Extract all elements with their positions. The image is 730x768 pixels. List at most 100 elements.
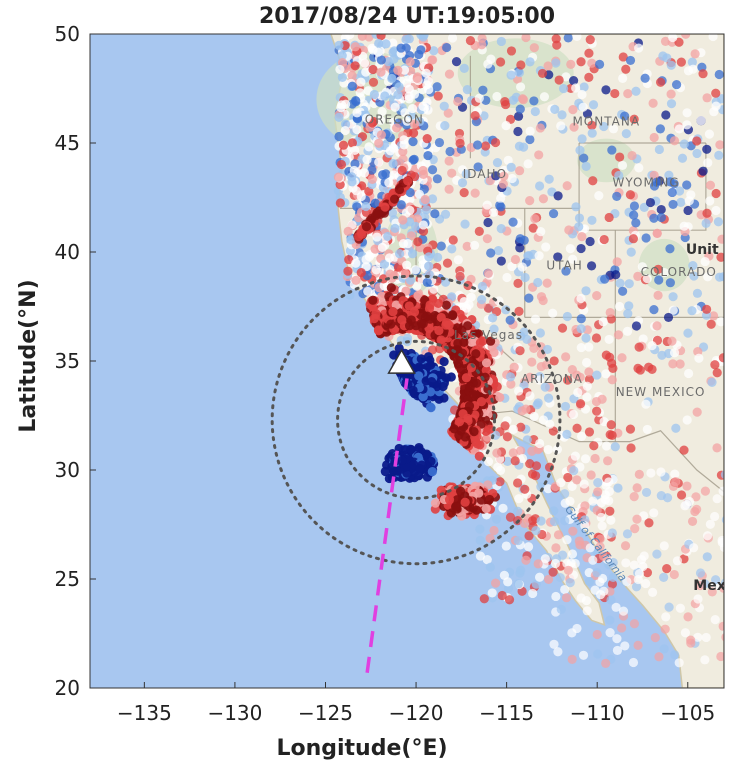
data-point xyxy=(504,595,515,605)
data-point xyxy=(572,423,582,433)
data-point xyxy=(696,115,706,126)
data-point xyxy=(502,272,512,283)
data-point xyxy=(340,125,350,136)
data-point xyxy=(374,326,384,336)
data-point xyxy=(591,396,602,407)
data-point xyxy=(629,560,639,570)
data-point xyxy=(718,486,724,496)
data-point xyxy=(539,92,550,102)
data-point xyxy=(453,96,463,107)
data-point xyxy=(629,210,639,220)
data-point xyxy=(624,301,634,311)
data-point xyxy=(383,231,393,242)
data-point xyxy=(611,270,621,280)
data-point xyxy=(572,475,582,485)
data-point xyxy=(516,422,526,432)
data-point xyxy=(592,291,602,301)
data-point xyxy=(356,227,366,238)
data-point xyxy=(472,140,483,150)
data-point xyxy=(536,361,546,372)
data-point xyxy=(508,448,518,458)
data-point xyxy=(652,549,662,559)
data-point xyxy=(649,132,659,143)
data-point xyxy=(368,77,379,87)
data-point xyxy=(538,415,549,425)
data-point xyxy=(368,295,378,305)
data-point xyxy=(541,242,551,252)
data-point xyxy=(627,150,637,161)
data-point xyxy=(347,70,357,81)
data-point xyxy=(455,138,465,148)
data-point xyxy=(489,207,499,217)
data-point xyxy=(656,212,666,223)
data-point xyxy=(515,346,525,356)
data-point xyxy=(612,257,622,267)
data-point xyxy=(701,218,711,229)
data-point xyxy=(579,153,589,163)
data-point xyxy=(620,541,631,551)
data-point xyxy=(613,330,624,340)
data-point xyxy=(405,57,415,67)
data-point xyxy=(408,385,418,395)
data-point xyxy=(646,468,656,478)
data-point xyxy=(597,573,608,584)
data-point xyxy=(712,443,722,453)
data-point xyxy=(668,305,678,315)
data-point xyxy=(600,274,610,284)
data-point xyxy=(605,307,615,318)
data-point xyxy=(560,401,571,412)
data-point xyxy=(556,121,566,131)
data-point xyxy=(712,368,722,378)
data-point xyxy=(518,142,529,152)
y-tick-label: 25 xyxy=(55,567,80,591)
data-point xyxy=(603,456,613,466)
data-point xyxy=(569,466,579,476)
x-tick-label: −120 xyxy=(389,701,444,725)
data-point xyxy=(489,347,499,358)
data-point xyxy=(594,191,604,201)
data-point xyxy=(372,209,383,219)
map-label: Las Vegas xyxy=(454,328,523,342)
data-point xyxy=(424,85,434,95)
data-point xyxy=(388,158,398,169)
data-point xyxy=(702,531,713,541)
data-point xyxy=(628,657,639,668)
data-point xyxy=(347,177,357,187)
map-label: ARIZONA xyxy=(521,372,583,386)
data-point xyxy=(568,254,578,264)
data-point xyxy=(676,57,686,67)
data-point xyxy=(427,345,438,355)
data-point xyxy=(535,328,545,338)
data-point xyxy=(482,234,492,244)
data-point xyxy=(640,73,650,83)
data-point xyxy=(682,180,692,190)
data-point xyxy=(574,213,585,223)
data-point xyxy=(548,567,558,577)
data-point xyxy=(334,40,344,51)
data-point xyxy=(584,576,595,587)
data-point xyxy=(588,555,598,565)
data-point xyxy=(384,253,395,263)
data-point xyxy=(692,148,702,159)
data-point xyxy=(671,79,682,90)
data-point xyxy=(656,467,666,477)
data-point xyxy=(388,38,398,48)
data-point xyxy=(380,91,390,101)
data-point xyxy=(687,516,698,527)
data-point xyxy=(515,104,525,114)
data-point xyxy=(444,495,455,505)
data-point xyxy=(669,348,680,358)
data-point xyxy=(566,59,576,70)
data-point xyxy=(562,429,572,440)
border-line xyxy=(468,410,724,493)
data-point xyxy=(702,208,712,218)
data-point xyxy=(688,261,698,271)
data-point xyxy=(625,55,636,66)
data-point xyxy=(700,256,710,267)
data-point xyxy=(576,57,586,67)
data-point xyxy=(412,281,422,291)
data-point xyxy=(707,377,717,387)
data-point xyxy=(633,271,643,281)
